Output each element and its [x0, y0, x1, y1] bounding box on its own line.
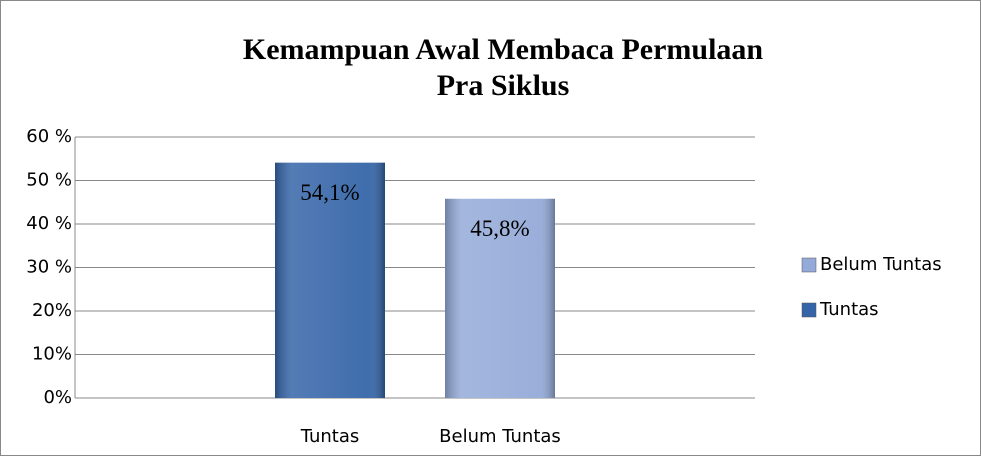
y-tick-label: 0%	[43, 387, 72, 408]
y-tick-label: 20%	[32, 300, 72, 321]
legend-swatch	[801, 302, 817, 318]
legend-label: Belum Tuntas	[820, 254, 942, 275]
y-tick-label: 60 %	[26, 126, 72, 147]
x-tick-label: Belum Tuntas	[439, 426, 561, 447]
data-label: 45,8%	[470, 216, 529, 241]
legend-swatch	[801, 257, 817, 273]
bar-shade	[445, 198, 555, 398]
y-tick-label: 30 %	[26, 257, 72, 278]
chart-title: Kemampuan Awal Membaca Permulaan	[243, 33, 764, 66]
chart-title: Pra Siklus	[437, 69, 570, 102]
data-label: 54,1%	[300, 180, 359, 205]
legend-label: Tuntas	[819, 299, 879, 320]
y-tick-label: 10%	[32, 344, 72, 365]
bar-shade	[275, 162, 385, 398]
y-tick-label: 50 %	[26, 170, 72, 191]
y-tick-label: 40 %	[26, 213, 72, 234]
x-tick-label: Tuntas	[300, 426, 360, 447]
